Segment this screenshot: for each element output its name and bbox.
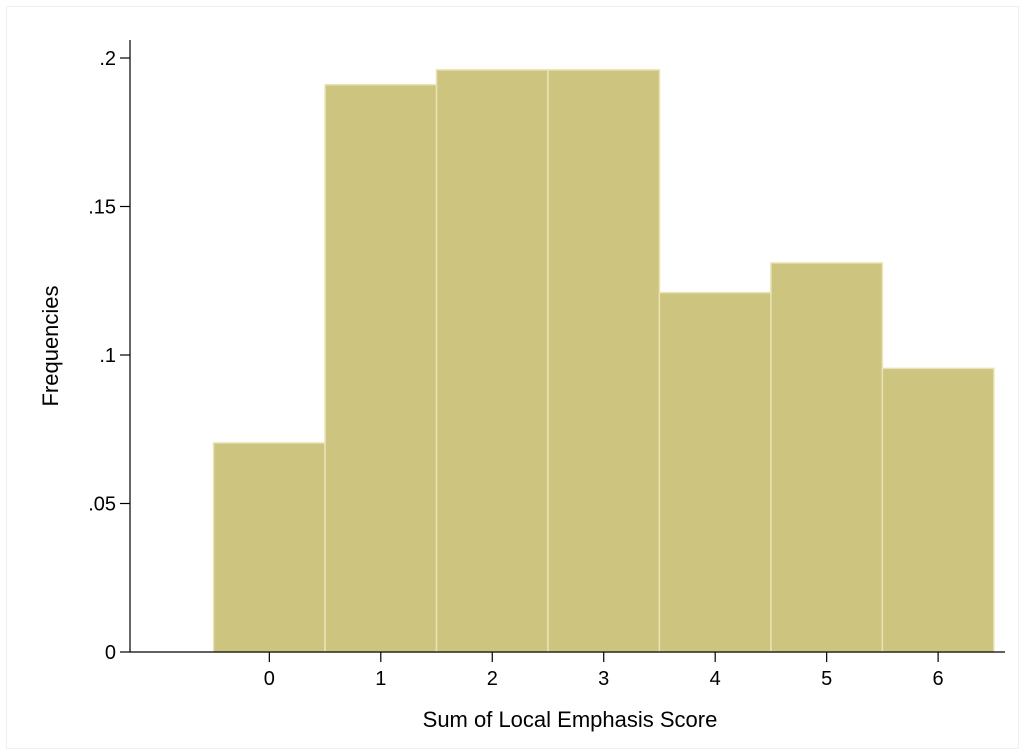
y-axis-title: Frequencies <box>38 285 63 406</box>
x-axis-ticks: 0 1 2 3 4 5 6 <box>264 652 944 690</box>
x-tick-label: 1 <box>375 668 386 690</box>
bars-group <box>212 69 995 653</box>
bar-0 <box>212 442 326 653</box>
y-tick-label: .05 <box>88 494 116 516</box>
bar-2 <box>435 69 549 653</box>
bar-6 <box>881 367 995 653</box>
y-axis-ticks: 0 .05 .1 .15 .2 <box>88 48 130 664</box>
x-axis-title: Sum of Local Emphasis Score <box>423 707 718 732</box>
x-tick-label: 5 <box>821 668 832 690</box>
bar-5 <box>770 262 884 653</box>
bar-1 <box>324 83 438 653</box>
x-tick-label: 6 <box>933 668 944 690</box>
y-tick-label: .15 <box>88 197 116 219</box>
x-tick-label: 2 <box>487 668 498 690</box>
y-tick-label: .2 <box>99 48 116 70</box>
bar-3 <box>547 69 661 653</box>
y-tick-label: .1 <box>99 345 116 367</box>
x-tick-label: 0 <box>264 668 275 690</box>
y-tick-label: 0 <box>105 642 116 664</box>
x-tick-label: 4 <box>710 668 721 690</box>
bar-4 <box>658 291 772 653</box>
x-tick-label: 3 <box>598 668 609 690</box>
